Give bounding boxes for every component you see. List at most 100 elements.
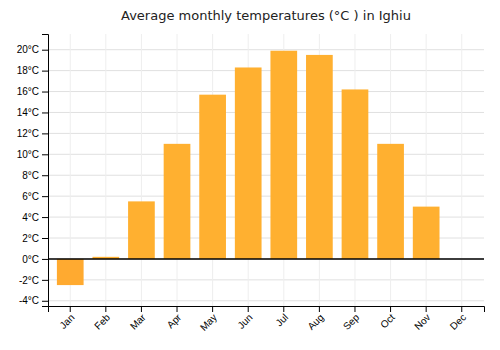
y-tick: 10°C — [17, 149, 48, 160]
x-tick-label: Jan — [57, 312, 76, 331]
y-tick-label: 12°C — [17, 128, 39, 139]
y-tick-label: -4°C — [19, 295, 39, 306]
grid-line — [461, 34, 462, 306]
y-tick-label: 14°C — [17, 107, 39, 118]
x-tick-label: Dec — [448, 312, 468, 332]
y-tick-mark — [42, 71, 48, 72]
y-tick: 2°C — [22, 233, 48, 244]
y-tick-label: 18°C — [17, 65, 39, 76]
x-tick-mark — [283, 306, 284, 312]
y-tick-mark — [42, 259, 48, 260]
grid-line — [48, 196, 484, 197]
x-tick-mark — [426, 306, 427, 312]
y-tick: 0°C — [22, 254, 48, 265]
y-tick: 4°C — [22, 212, 48, 223]
y-tick-mark — [42, 196, 48, 197]
y-tick-mark — [42, 238, 48, 239]
y-tick: 12°C — [17, 128, 48, 139]
x-tick: Sep — [341, 306, 362, 332]
bar — [128, 201, 155, 259]
x-tick-mark — [461, 306, 462, 312]
x-tick-mark — [248, 306, 249, 312]
grid-line — [48, 133, 484, 134]
x-tick-mark — [141, 306, 142, 312]
grid-line — [48, 175, 484, 176]
x-tick-mark — [177, 306, 178, 312]
bar — [164, 144, 191, 259]
y-tick: 8°C — [22, 170, 48, 181]
x-axis-line — [49, 307, 485, 313]
grid-line — [48, 91, 484, 92]
x-tick: Jul — [273, 306, 290, 328]
y-tick: 20°C — [17, 44, 48, 55]
y-axis-line — [42, 35, 49, 307]
x-tick: Apr — [165, 306, 184, 330]
x-tick: Aug — [305, 306, 325, 332]
y-tick: -4°C — [19, 295, 48, 306]
x-tick: Feb — [92, 306, 112, 332]
y-tick-mark — [42, 175, 48, 176]
y-tick: 6°C — [22, 191, 48, 202]
grid-line — [48, 70, 484, 71]
chart: -4°C -2°C 0°C 2°C 4°C 6°C 8°C 10°C 12°C 14°C 16°C 1… — [0, 0, 500, 350]
grid-line — [48, 300, 484, 301]
bar — [270, 51, 297, 259]
x-tick-mark — [354, 306, 355, 312]
x-tick-label: Apr — [165, 311, 184, 330]
grid-line — [105, 34, 106, 306]
x-tick-mark — [319, 306, 320, 312]
y-tick-label: -2°C — [19, 275, 39, 286]
title: Average monthly temperatures (°C ) in Ig… — [121, 8, 411, 23]
y-tick-mark — [42, 217, 48, 218]
zero-line — [48, 258, 484, 260]
bar — [306, 55, 333, 259]
y-tick-mark — [42, 280, 48, 281]
x-tick-label: Jun — [235, 312, 254, 331]
grid-line — [426, 34, 427, 306]
x-tick: Jun — [235, 306, 254, 331]
x-tick-label: Mar — [128, 311, 148, 331]
y-tick-label: 6°C — [22, 191, 39, 202]
bar — [377, 144, 404, 259]
y-axis: -4°C -2°C 0°C 2°C 4°C 6°C 8°C 10°C 12°C 14°C 16°C 1… — [17, 35, 49, 307]
y-tick-mark — [42, 112, 48, 113]
x-tick: Nov — [412, 306, 432, 332]
bar — [342, 89, 369, 258]
y-tick-label: 8°C — [22, 170, 39, 181]
y-tick-label: 20°C — [17, 44, 39, 55]
y-tick-label: 16°C — [17, 86, 39, 97]
plot: -4°C -2°C 0°C 2°C 4°C 6°C 8°C 10°C 12°C 14°C 16°C 1… — [17, 34, 485, 333]
bar — [235, 67, 262, 258]
x-tick-label: Sep — [341, 311, 362, 332]
x-tick: Dec — [448, 306, 468, 332]
bar — [413, 207, 440, 259]
y-tick: 14°C — [17, 107, 48, 118]
y-tick-label: 10°C — [17, 149, 39, 160]
x-axis: Jan Feb Mar Apr May Jun Jul Aug Sep Oct Nov Dec — [49, 306, 485, 333]
y-tick-label: 2°C — [22, 233, 39, 244]
y-tick-mark — [42, 154, 48, 155]
x-tick-mark — [390, 306, 391, 312]
bar — [199, 95, 226, 259]
y-tick: -2°C — [19, 275, 48, 286]
grid-line — [48, 49, 484, 50]
bar — [57, 259, 84, 285]
y-tick-label: 4°C — [22, 212, 39, 223]
grid-line — [48, 112, 484, 113]
x-tick: Jan — [57, 306, 76, 331]
x-tick-label: Nov — [412, 312, 432, 332]
x-tick-label: May — [198, 312, 219, 333]
x-tick-mark — [105, 306, 106, 312]
grid-line — [48, 258, 484, 259]
y-tick: 18°C — [17, 65, 48, 76]
x-tick-label: Aug — [305, 312, 325, 332]
y-tick-mark — [42, 301, 48, 302]
grid-line — [48, 279, 484, 280]
y-tick-mark — [42, 50, 48, 51]
bars — [48, 51, 484, 285]
x-tick: Mar — [128, 306, 148, 332]
grid-line — [48, 154, 484, 155]
grid-line — [141, 34, 142, 306]
x-tick-label: Oct — [378, 312, 397, 331]
y-tick-label: 0°C — [22, 254, 39, 265]
